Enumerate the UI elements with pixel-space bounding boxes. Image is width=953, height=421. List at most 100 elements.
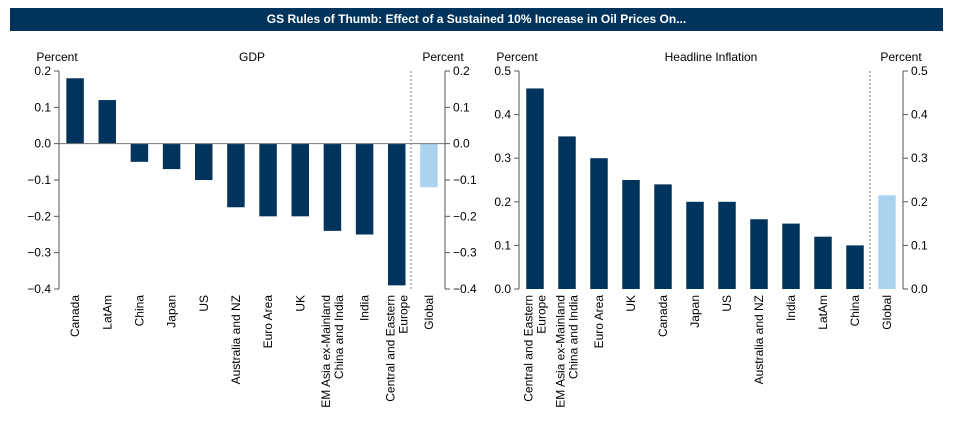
- y-tick-label-left: −0.2: [27, 209, 51, 223]
- y-tick-label-right: −0.3: [453, 246, 477, 260]
- x-tick-label: US: [197, 295, 211, 312]
- x-tick-label: Central and EasternEurope: [383, 295, 410, 402]
- x-tick-label-line: US: [197, 295, 211, 312]
- x-tick-label: India: [784, 295, 798, 321]
- y-tick-label-right: 0.1: [911, 238, 928, 252]
- bar-central-and-eastern-europe: [388, 143, 406, 286]
- bar-us: [195, 143, 213, 180]
- x-tick-label-line: Japan: [688, 295, 702, 328]
- y-axis-title-left: Percent: [496, 50, 538, 64]
- y-tick-label-left: 0.5: [494, 64, 511, 78]
- chart-title: GDP: [239, 50, 265, 64]
- x-tick-label: Global: [880, 295, 894, 330]
- bar-china: [846, 245, 864, 289]
- x-tick-label-line: LatAm: [816, 295, 830, 330]
- x-tick-label: India: [358, 295, 372, 321]
- bar-japan: [162, 143, 181, 170]
- bar-india: [782, 223, 800, 289]
- bar-uk: [622, 180, 640, 289]
- x-tick-label-line: Europe: [396, 295, 410, 334]
- x-tick-label: US: [720, 295, 734, 312]
- bar-australia-and-nz: [227, 143, 245, 208]
- bar-central-and-eastern-europe: [526, 88, 544, 289]
- bar-canada: [66, 78, 84, 144]
- y-tick-label-right: −0.1: [453, 173, 477, 187]
- y-tick-label-left: 0.2: [494, 195, 511, 209]
- chart-gdp: 0.2 0.2 0.1 0.1 0.0 0.0 −0.1 −0.1 −0.2 −0.2 −0.3 −0…: [27, 50, 477, 408]
- x-tick-label: Euro Area: [261, 295, 275, 349]
- x-tick-label-line: Euro Area: [592, 295, 606, 349]
- bar-em-asia-ex-mainland-china-and-india: [558, 136, 576, 289]
- y-tick-label-left: 0.1: [494, 238, 511, 252]
- bar-euro-area: [590, 158, 608, 289]
- x-tick-label-line: Global: [880, 295, 894, 330]
- x-tick-label: Australia and NZ: [229, 295, 243, 384]
- x-tick-label-line: India: [358, 295, 372, 321]
- x-tick-label-line: UK: [624, 295, 638, 312]
- x-tick-label: Canada: [68, 295, 82, 337]
- x-tick-label: China: [848, 295, 862, 327]
- x-tick-label-line: China: [132, 295, 146, 327]
- bar-global: [878, 195, 896, 289]
- x-tick-label: Japan: [688, 295, 702, 328]
- chart-inflation: 0.5 0.5 0.4 0.4 0.3 0.3 0.2 0.2 0.1 0.1 0.0 0.0 Perc…: [494, 50, 928, 408]
- x-tick-label-line: Australia and NZ: [229, 295, 243, 384]
- y-tick-label-left: 0.3: [494, 151, 511, 165]
- x-tick-label-line: China and India: [567, 295, 581, 379]
- x-tick-label: LatAm: [100, 295, 114, 330]
- x-tick-label-line: Canada: [656, 295, 670, 337]
- x-tick-label-line: US: [720, 295, 734, 312]
- x-tick-label-line: UK: [293, 295, 307, 312]
- y-tick-label-right: 0.5: [911, 64, 928, 78]
- y-tick-label-right: 0.0: [911, 282, 928, 296]
- y-tick-label-right: 0.2: [453, 64, 470, 78]
- y-tick-label-left: 0.0: [34, 137, 51, 151]
- y-tick-label-left: 0.2: [34, 64, 51, 78]
- chart-title: Headline Inflation: [665, 50, 758, 64]
- x-tick-label-line: India: [784, 295, 798, 321]
- y-tick-label-right: 0.1: [453, 100, 470, 114]
- y-tick-label-left: −0.3: [27, 246, 51, 260]
- y-tick-label-left: −0.1: [27, 173, 51, 187]
- y-tick-label-right: 0.0: [453, 137, 470, 151]
- y-tick-label-right: 0.2: [911, 195, 928, 209]
- x-tick-label: Australia and NZ: [752, 295, 766, 384]
- bar-australia-and-nz: [750, 219, 768, 289]
- x-tick-label-line: Global: [422, 295, 436, 330]
- y-tick-label-left: 0.1: [34, 100, 51, 114]
- x-tick-label-line: Central and Eastern: [383, 295, 397, 402]
- x-tick-label: China: [132, 295, 146, 327]
- bar-latam: [814, 236, 832, 289]
- bar-india: [355, 143, 374, 235]
- x-tick-label-line: EM Asia ex-Mainland: [554, 295, 568, 408]
- y-axis-title-left: Percent: [36, 50, 78, 64]
- x-tick-label-line: Europe: [535, 295, 549, 334]
- x-tick-label-line: Australia and NZ: [752, 295, 766, 384]
- x-tick-label: Central and EasternEurope: [522, 295, 549, 402]
- bar-latam: [98, 100, 116, 144]
- bar-uk: [291, 143, 309, 217]
- x-tick-label-line: China and India: [332, 295, 346, 379]
- x-tick-label-line: China: [848, 295, 862, 327]
- bar-global: [420, 143, 438, 188]
- x-tick-label: UK: [624, 295, 638, 312]
- x-tick-label-line: Canada: [68, 295, 82, 337]
- y-axis-title-right: Percent: [422, 50, 464, 64]
- bar-em-asia-ex-mainland-china-and-india: [323, 143, 342, 231]
- y-tick-label-right: 0.4: [911, 108, 928, 122]
- bar-japan: [686, 201, 704, 289]
- x-tick-label-line: Japan: [165, 295, 179, 328]
- bar-euro-area: [259, 143, 277, 217]
- x-tick-label-line: Euro Area: [261, 295, 275, 349]
- bar-china: [130, 143, 149, 162]
- x-tick-label: UK: [293, 295, 307, 312]
- y-tick-label-right: −0.2: [453, 209, 477, 223]
- x-tick-label: EM Asia ex-MainlandChina and India: [319, 295, 346, 408]
- y-tick-label-left: −0.4: [27, 282, 51, 296]
- x-tick-label-line: LatAm: [100, 295, 114, 330]
- x-tick-label: LatAm: [816, 295, 830, 330]
- x-tick-label: Japan: [165, 295, 179, 328]
- y-tick-label-left: 0.0: [494, 282, 511, 296]
